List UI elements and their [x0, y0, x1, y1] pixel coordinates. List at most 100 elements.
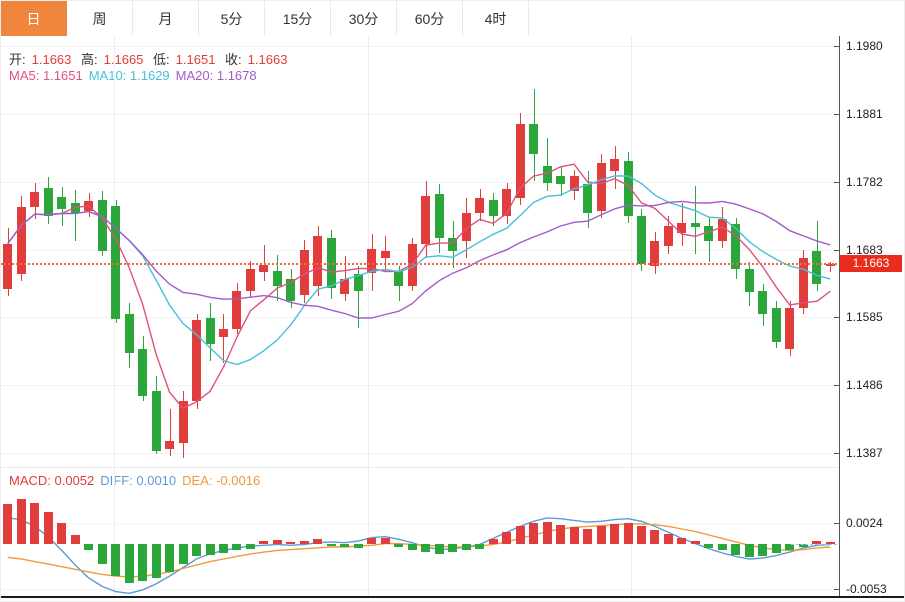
macd-bar — [30, 503, 40, 544]
current-price-badge: 1.1663 — [840, 254, 902, 272]
candle — [272, 271, 282, 287]
macd-bar — [326, 543, 336, 547]
candle — [138, 348, 148, 397]
tab-5分[interactable]: 5分 — [199, 1, 265, 36]
macd-bar — [97, 543, 107, 565]
panel-divider — [1, 467, 839, 468]
macd-bar — [43, 511, 53, 544]
candle — [556, 175, 566, 184]
macd-bar — [677, 537, 687, 544]
ma-header: MA5: 1.1651 MA10: 1.1629 MA20: 1.1678 — [9, 68, 263, 83]
macd-header: MACD: 0.0052 DIFF: 0.0010 DEA: -0.0016 — [9, 473, 266, 488]
candle — [798, 258, 808, 309]
macd-bar — [138, 543, 148, 582]
macd-bar — [380, 537, 390, 544]
candle — [407, 243, 417, 287]
macd-bar — [353, 543, 363, 548]
candle-wick — [223, 313, 225, 364]
axis-tick — [834, 46, 839, 47]
candle — [394, 271, 404, 287]
macd-bar — [812, 541, 822, 544]
macd-bar — [529, 523, 539, 544]
candle — [529, 124, 539, 154]
price-axis-label: 1.1486 — [846, 378, 883, 393]
macd-bar — [178, 543, 188, 565]
macd-bar — [556, 524, 566, 544]
price-gridline — [1, 453, 839, 454]
candle — [192, 319, 202, 401]
macd-value-2: DEA: -0.0016 — [182, 473, 261, 488]
macd-bar — [583, 529, 593, 544]
candle — [232, 291, 242, 330]
tab-15分[interactable]: 15分 — [265, 1, 331, 36]
macd-bar — [259, 541, 269, 544]
candle — [178, 400, 188, 443]
candle — [57, 196, 67, 209]
macd-bar — [421, 543, 431, 553]
macd-bar — [299, 541, 309, 544]
axis-tick — [834, 385, 839, 387]
macd-bar — [367, 538, 377, 544]
macd-bar — [771, 543, 781, 553]
macd-value-1: DIFF: 0.0010 — [100, 473, 177, 488]
candle — [610, 158, 620, 171]
tab-60分[interactable]: 60分 — [397, 1, 463, 36]
candle — [583, 183, 593, 213]
macd-bar — [744, 543, 754, 558]
macd-gridline — [1, 523, 839, 524]
macd-bar — [569, 527, 579, 544]
macd-bar — [313, 539, 323, 544]
candle — [515, 124, 525, 198]
macd-bar — [232, 543, 242, 551]
axis-tick — [834, 453, 839, 454]
macd-bar — [16, 499, 26, 544]
candle — [84, 201, 94, 211]
macd-bar — [84, 543, 94, 551]
axis-tick — [834, 113, 839, 115]
candle — [3, 243, 13, 289]
tab-30分[interactable]: 30分 — [331, 1, 397, 36]
candle — [569, 175, 579, 192]
macd-bar — [610, 523, 620, 544]
tab-日[interactable]: 日 — [1, 1, 67, 36]
price-gridline — [1, 385, 839, 387]
macd-bar — [488, 539, 498, 544]
candle — [623, 160, 633, 217]
candle — [663, 225, 673, 246]
price-axis-label: 1.1683 — [846, 242, 883, 257]
macd-bar — [636, 525, 646, 544]
vertical-gridline — [631, 36, 632, 597]
axis-tick — [834, 181, 839, 183]
candle — [259, 264, 269, 272]
tab-月[interactable]: 月 — [133, 1, 199, 36]
vertical-gridline — [368, 36, 369, 597]
macd-gridline — [1, 589, 839, 590]
current-price-line — [1, 262, 837, 265]
macd-bar — [461, 543, 471, 551]
candle-wick — [169, 409, 171, 456]
candle-wick — [75, 190, 77, 241]
macd-bar — [448, 543, 458, 553]
macd-bar — [798, 543, 808, 547]
high-value: 1.1665 — [103, 52, 144, 67]
axis-tick — [834, 589, 839, 590]
tab-4时[interactable]: 4时 — [463, 1, 529, 36]
macd-bar — [205, 543, 215, 555]
candle — [636, 216, 646, 265]
candle — [286, 278, 296, 301]
axis-tick — [834, 249, 839, 251]
candle — [30, 191, 40, 208]
macd-bar — [3, 504, 13, 544]
macd-bar — [151, 543, 161, 578]
tab-周[interactable]: 周 — [67, 1, 133, 36]
candle — [448, 238, 458, 252]
candle — [70, 203, 80, 213]
bottom-border-line — [1, 596, 904, 598]
macd-bar — [218, 543, 228, 553]
candle — [596, 162, 606, 211]
macd-bar — [502, 532, 512, 544]
candle — [43, 188, 53, 217]
close-value: 1.1663 — [247, 52, 288, 67]
candle — [313, 236, 323, 287]
